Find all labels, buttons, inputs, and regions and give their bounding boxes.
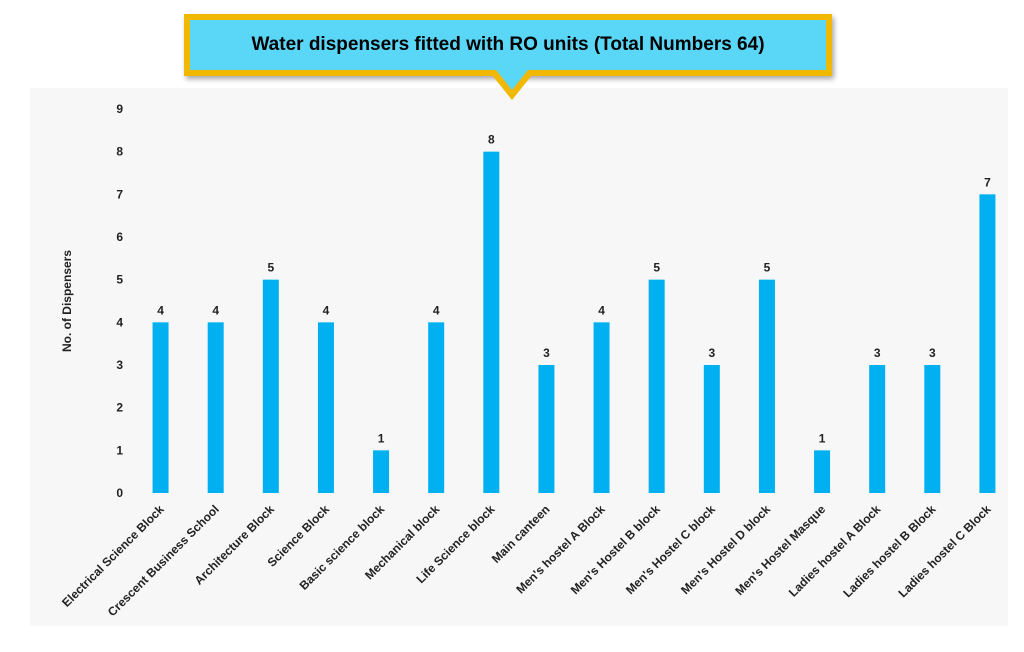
data-labels: 4 4 5 4 1 4 8 3 4 5 3 5 1 3 3 7 bbox=[157, 133, 991, 446]
bar bbox=[538, 365, 555, 493]
bar bbox=[703, 365, 720, 493]
callout-pointer bbox=[488, 70, 536, 100]
y-tick-label: 2 bbox=[116, 401, 123, 415]
data-label: 5 bbox=[267, 261, 274, 275]
x-tick-label: Crescent Business School bbox=[105, 502, 222, 619]
y-axis-title: No. of Dispensers bbox=[60, 250, 74, 352]
bar bbox=[317, 322, 334, 493]
x-tick-label: Ladies hostel B Block bbox=[840, 502, 938, 600]
y-tick-label: 7 bbox=[116, 187, 123, 201]
data-label: 5 bbox=[653, 261, 660, 275]
data-label: 1 bbox=[378, 431, 385, 445]
bar bbox=[979, 194, 996, 494]
data-label: 4 bbox=[212, 303, 219, 317]
bar bbox=[648, 279, 665, 493]
data-label: 1 bbox=[819, 431, 826, 445]
bar bbox=[814, 450, 831, 493]
x-tick-label: Men's Hostel Masque bbox=[732, 502, 828, 598]
y-tick-label: 6 bbox=[116, 230, 123, 244]
title-callout-body: Water dispensers fitted with RO units (T… bbox=[190, 20, 826, 70]
data-label: 7 bbox=[984, 175, 991, 189]
title-callout: Water dispensers fitted with RO units (T… bbox=[184, 14, 832, 76]
data-label: 3 bbox=[929, 346, 936, 360]
y-tick-label: 4 bbox=[116, 315, 123, 329]
y-tick-label: 8 bbox=[116, 145, 123, 159]
y-tick-label: 5 bbox=[116, 273, 123, 287]
bar bbox=[758, 279, 775, 493]
bar bbox=[869, 365, 886, 493]
y-tick-label: 3 bbox=[116, 358, 123, 372]
bars bbox=[152, 151, 996, 494]
data-label: 3 bbox=[543, 346, 550, 360]
bar bbox=[924, 365, 941, 493]
data-label: 4 bbox=[433, 303, 440, 317]
bar bbox=[373, 450, 390, 493]
data-label: 5 bbox=[764, 261, 771, 275]
data-label: 4 bbox=[598, 303, 605, 317]
data-label: 4 bbox=[323, 303, 330, 317]
bar bbox=[262, 279, 279, 493]
y-tick-label: 9 bbox=[116, 102, 123, 116]
x-tick-label: Men's Hostel B block bbox=[568, 502, 663, 597]
bar bbox=[152, 322, 169, 493]
y-tick-label: 1 bbox=[116, 443, 123, 457]
bar bbox=[483, 151, 500, 493]
chart-title: Water dispensers fitted with RO units (T… bbox=[251, 34, 765, 55]
y-tick-label: 0 bbox=[116, 486, 123, 500]
y-axis-ticks: 0 1 2 3 4 5 6 7 8 9 bbox=[116, 102, 123, 500]
plot-area bbox=[30, 88, 1008, 626]
bar bbox=[593, 322, 610, 493]
x-tick-label: Ladies hostel A Block bbox=[786, 502, 884, 600]
bar bbox=[207, 322, 224, 493]
data-label: 8 bbox=[488, 133, 495, 147]
data-label: 3 bbox=[874, 346, 881, 360]
x-tick-label: Electrical Science Block bbox=[59, 502, 167, 610]
x-tick-label: Men's Hostel D block bbox=[678, 502, 773, 597]
x-tick-label: Men's Hostel C block bbox=[623, 502, 718, 597]
data-label: 3 bbox=[708, 346, 715, 360]
x-tick-label: Ladies hostel C Block bbox=[895, 502, 993, 600]
bar bbox=[428, 322, 445, 493]
data-label: 4 bbox=[157, 303, 164, 317]
